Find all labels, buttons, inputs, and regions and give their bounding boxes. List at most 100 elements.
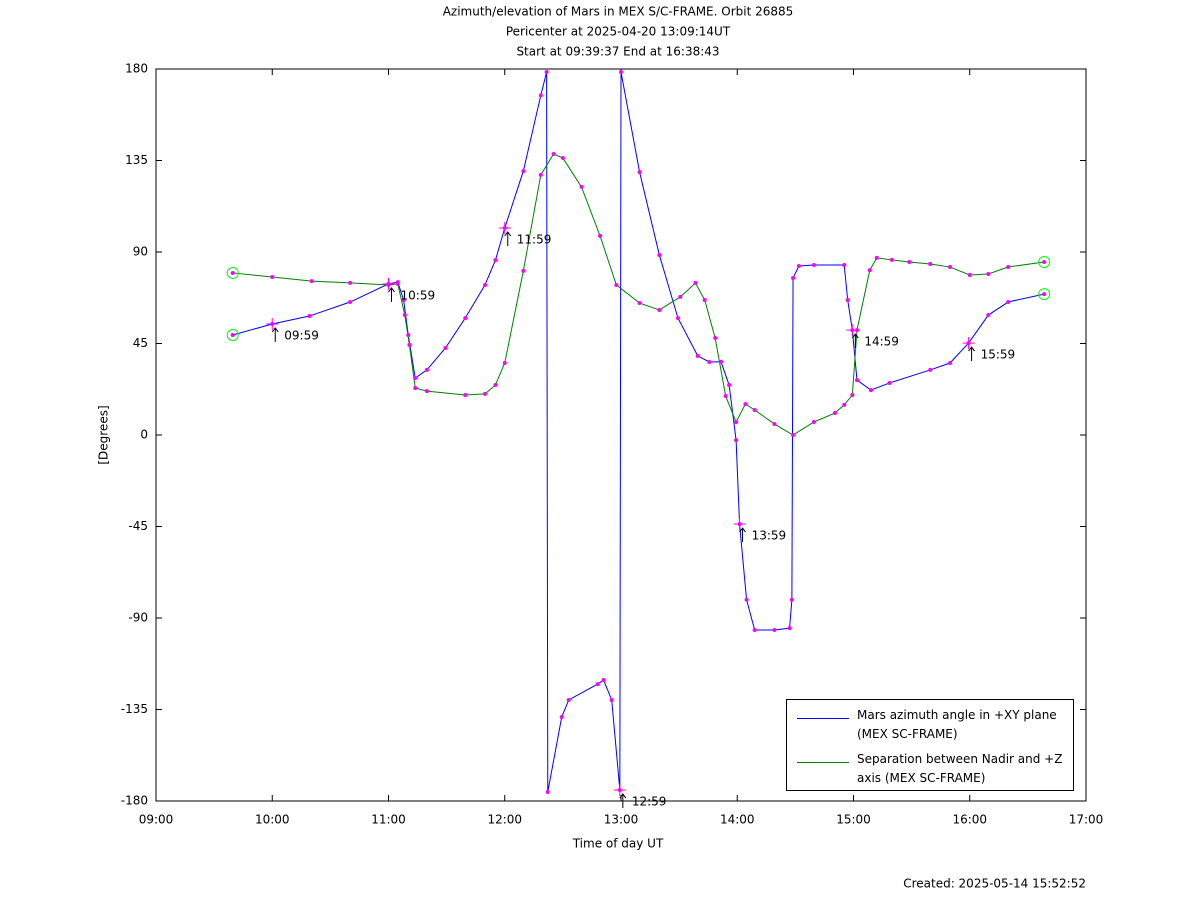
point-marker — [595, 682, 600, 687]
point-marker — [867, 268, 872, 273]
annotation-arrow — [739, 527, 746, 533]
x-tick-label: 13:00 — [604, 813, 639, 827]
annotation: 12:59 — [632, 795, 667, 809]
point-marker — [637, 170, 642, 175]
x-tick-label: 16:00 — [952, 813, 987, 827]
annotation: 09:59 — [284, 328, 319, 342]
point-marker — [230, 270, 235, 275]
annotation: 13:59 — [752, 529, 787, 543]
y-tick-label: -90 — [128, 611, 148, 625]
point-marker — [772, 422, 777, 427]
point-marker — [413, 376, 418, 381]
point-marker — [874, 255, 879, 260]
y-tick-label: 180 — [125, 62, 148, 76]
point-marker — [734, 438, 739, 443]
point-marker — [842, 263, 847, 268]
point-marker — [723, 393, 728, 398]
point-marker — [678, 294, 683, 299]
annotation-arrow — [851, 333, 859, 339]
point-marker — [407, 342, 412, 347]
point-marker — [424, 389, 429, 394]
point-marker — [551, 151, 556, 156]
point-marker — [1042, 292, 1047, 297]
endpoint-ring — [1038, 255, 1051, 268]
y-tick-label: -45 — [128, 519, 148, 533]
point-marker — [787, 626, 792, 631]
point-marker — [544, 70, 549, 75]
endpoint-ring — [226, 328, 239, 341]
x-tick-label: 14:00 — [720, 813, 755, 827]
point-marker — [493, 382, 498, 387]
point-marker — [986, 313, 991, 318]
point-marker — [482, 282, 487, 287]
annotation: 11:59 — [517, 233, 552, 247]
point-marker — [752, 407, 757, 412]
y-tick-label: 45 — [133, 336, 148, 350]
point-marker — [868, 388, 873, 393]
point-marker — [406, 332, 411, 337]
annotation: 15:59 — [981, 348, 1016, 362]
point-marker — [463, 316, 468, 321]
point-marker — [928, 261, 933, 266]
point-marker — [348, 280, 353, 285]
chart-title: Azimuth/elevation of Mars in MEX S/C-FRA… — [443, 5, 794, 19]
point-marker — [743, 402, 748, 407]
point-marker — [348, 300, 353, 305]
y-tick-label: -180 — [121, 794, 148, 808]
point-marker — [811, 263, 816, 268]
point-marker — [845, 297, 850, 302]
annotation: 10:59 — [401, 288, 436, 302]
point-marker — [521, 268, 526, 273]
point-marker — [791, 433, 796, 437]
endpoint-ring — [1038, 288, 1051, 301]
point-marker — [521, 169, 526, 174]
point-marker — [887, 380, 892, 385]
point-marker — [1006, 300, 1011, 305]
point-marker — [463, 392, 468, 397]
annotation-arrow — [388, 287, 395, 293]
y-tick-label: 90 — [133, 245, 148, 259]
annotation-arrow — [968, 346, 975, 352]
annotation-arrow — [504, 231, 512, 237]
legend-item: Mars azimuth angle in +XY plane (MEX SC-… — [787, 704, 1073, 748]
point-marker — [502, 361, 507, 366]
chart-subtitle: Start at 09:39:37 End at 16:38:43 — [516, 45, 719, 59]
point-marker — [832, 411, 837, 416]
footer: Created: 2025-05-14 15:52:52 — [903, 877, 1086, 891]
y-tick-label: 0 — [140, 428, 148, 442]
point-marker — [850, 392, 855, 397]
point-marker — [545, 790, 550, 795]
point-marker — [482, 391, 487, 396]
point-marker — [402, 313, 407, 318]
x-tick-label: 15:00 — [836, 813, 871, 827]
endpoint-ring — [226, 266, 239, 279]
x-tick-label: 09:00 — [139, 813, 174, 827]
point-marker — [614, 282, 619, 287]
point-marker — [609, 697, 614, 702]
point-marker — [424, 367, 429, 372]
point-marker — [707, 360, 712, 365]
point-marker — [796, 264, 801, 269]
point-marker — [230, 332, 235, 337]
point-marker — [744, 597, 749, 602]
point-marker — [752, 627, 757, 632]
x-tick-label: 11:00 — [371, 813, 406, 827]
x-tick-label: 10:00 — [255, 813, 290, 827]
point-marker — [395, 281, 400, 286]
point-marker — [559, 715, 564, 720]
annotation-arrow — [619, 793, 627, 799]
point-marker — [967, 272, 972, 277]
point-marker — [309, 279, 314, 284]
point-marker — [734, 419, 739, 424]
point-marker — [713, 336, 718, 341]
point-marker — [598, 233, 603, 238]
point-marker — [657, 307, 662, 312]
point-marker — [789, 597, 794, 602]
point-marker — [560, 156, 565, 161]
point-marker — [270, 275, 275, 280]
point-marker — [307, 314, 312, 319]
point-marker — [854, 378, 859, 383]
point-marker — [811, 419, 816, 424]
